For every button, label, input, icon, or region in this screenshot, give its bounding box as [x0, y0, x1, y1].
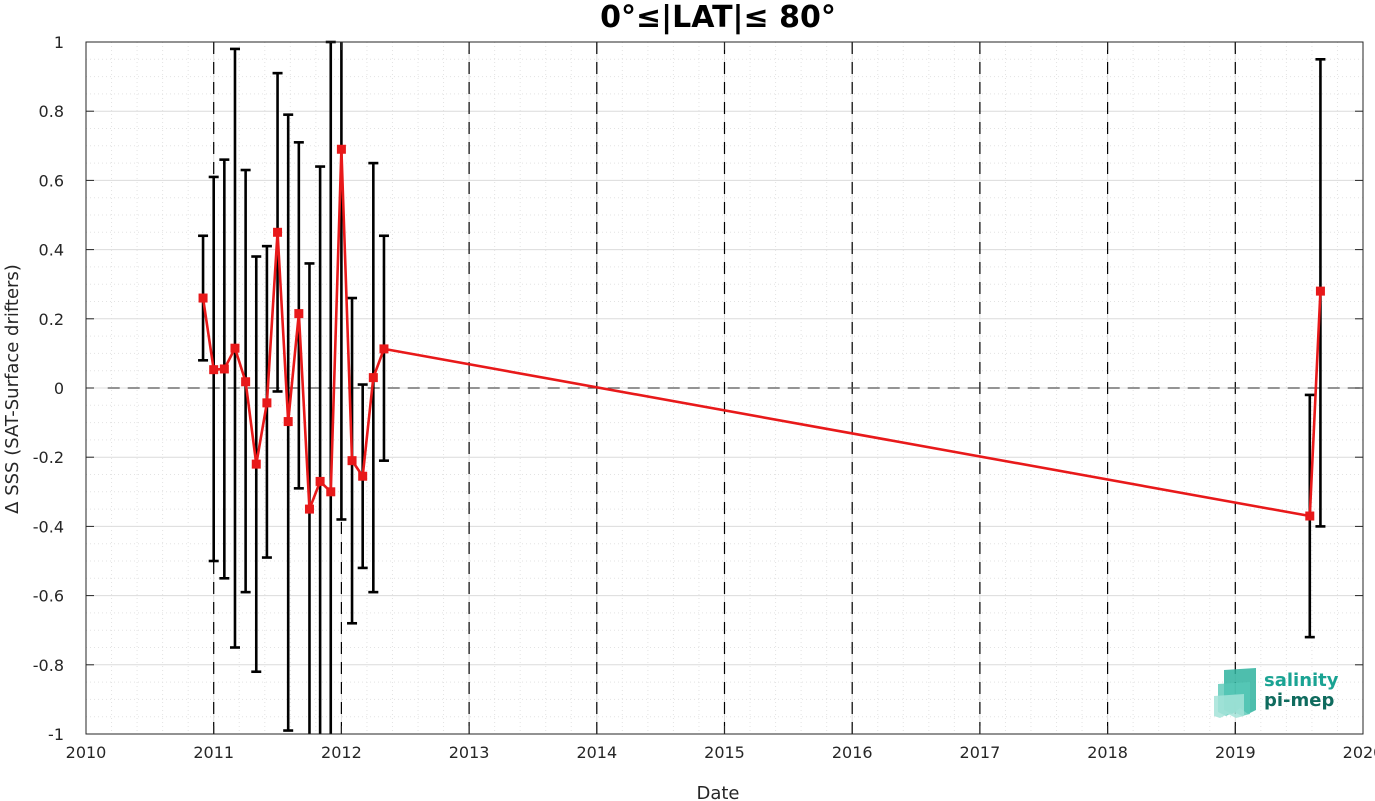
chart-title: 0°≤|LAT|≤ 80°	[600, 0, 836, 35]
x-tick-label: 2020	[1343, 743, 1375, 762]
y-tick-label: -0.2	[33, 448, 64, 467]
data-point-marker	[262, 398, 272, 408]
logo-wave-icon	[1214, 668, 1256, 718]
data-point-marker	[368, 373, 378, 383]
y-tick-label: 0.4	[39, 241, 64, 260]
data-point-marker	[326, 487, 336, 497]
x-tick-label: 2019	[1215, 743, 1256, 762]
data-point-marker	[1315, 286, 1325, 296]
data-point-marker	[209, 365, 219, 375]
x-axis-title: Date	[696, 783, 739, 801]
logo-text-salinity: salinity	[1264, 670, 1339, 691]
y-tick-label: -0.6	[33, 587, 64, 606]
y-tick-label: 1	[54, 33, 64, 52]
data-point-marker	[294, 309, 304, 319]
data-point-marker	[283, 417, 293, 427]
data-point-marker	[347, 456, 357, 466]
x-tick-label: 2013	[449, 743, 490, 762]
y-axis-title: Δ SSS (SAT-Surface drifters)	[2, 264, 23, 514]
x-tick-label: 2018	[1087, 743, 1128, 762]
data-point-marker	[273, 227, 283, 237]
data-markers	[198, 144, 1325, 521]
logo-text-pi-mep: pi-mep	[1264, 690, 1334, 711]
y-tick-label: -0.8	[33, 656, 64, 675]
y-tick-label: 0.8	[39, 102, 64, 121]
x-axis-ticks: 2010 2011 2012 2013 2014 2015 2016 2017 2018 2019…	[66, 42, 1375, 762]
data-point-marker	[219, 364, 229, 374]
series-polyline	[201, 147, 1322, 518]
x-tick-label: 2017	[960, 743, 1001, 762]
y-tick-label: 0.2	[39, 310, 64, 329]
data-point-marker	[315, 476, 325, 486]
x-tick-label: 2012	[321, 743, 362, 762]
data-point-marker	[1305, 511, 1315, 521]
data-point-marker	[336, 144, 346, 154]
y-tick-label: -0.4	[33, 517, 64, 536]
y-tick-label: 0	[54, 379, 64, 398]
data-point-marker	[230, 343, 240, 353]
data-point-marker	[358, 471, 368, 481]
y-tick-label: 0.6	[39, 171, 64, 190]
x-tick-label: 2016	[832, 743, 873, 762]
salinity-pi-mep-logo: salinity pi-mep	[1214, 668, 1339, 718]
data-point-marker	[379, 344, 389, 354]
data-point-marker	[251, 459, 261, 469]
y-tick-label: -1	[48, 725, 64, 744]
x-tick-label: 2015	[704, 743, 745, 762]
x-tick-label: 2011	[193, 743, 234, 762]
data-point-marker	[198, 293, 208, 303]
data-point-marker	[304, 504, 314, 514]
x-tick-label: 2010	[66, 743, 107, 762]
data-point-marker	[241, 377, 251, 387]
x-tick-label: 2014	[576, 743, 617, 762]
y-axis-ticks: -1 -0.8 -0.6 -0.4 -0.2 0 0.2 0.4 0.6 0.8 1	[33, 33, 1363, 744]
series-line	[201, 147, 1322, 518]
